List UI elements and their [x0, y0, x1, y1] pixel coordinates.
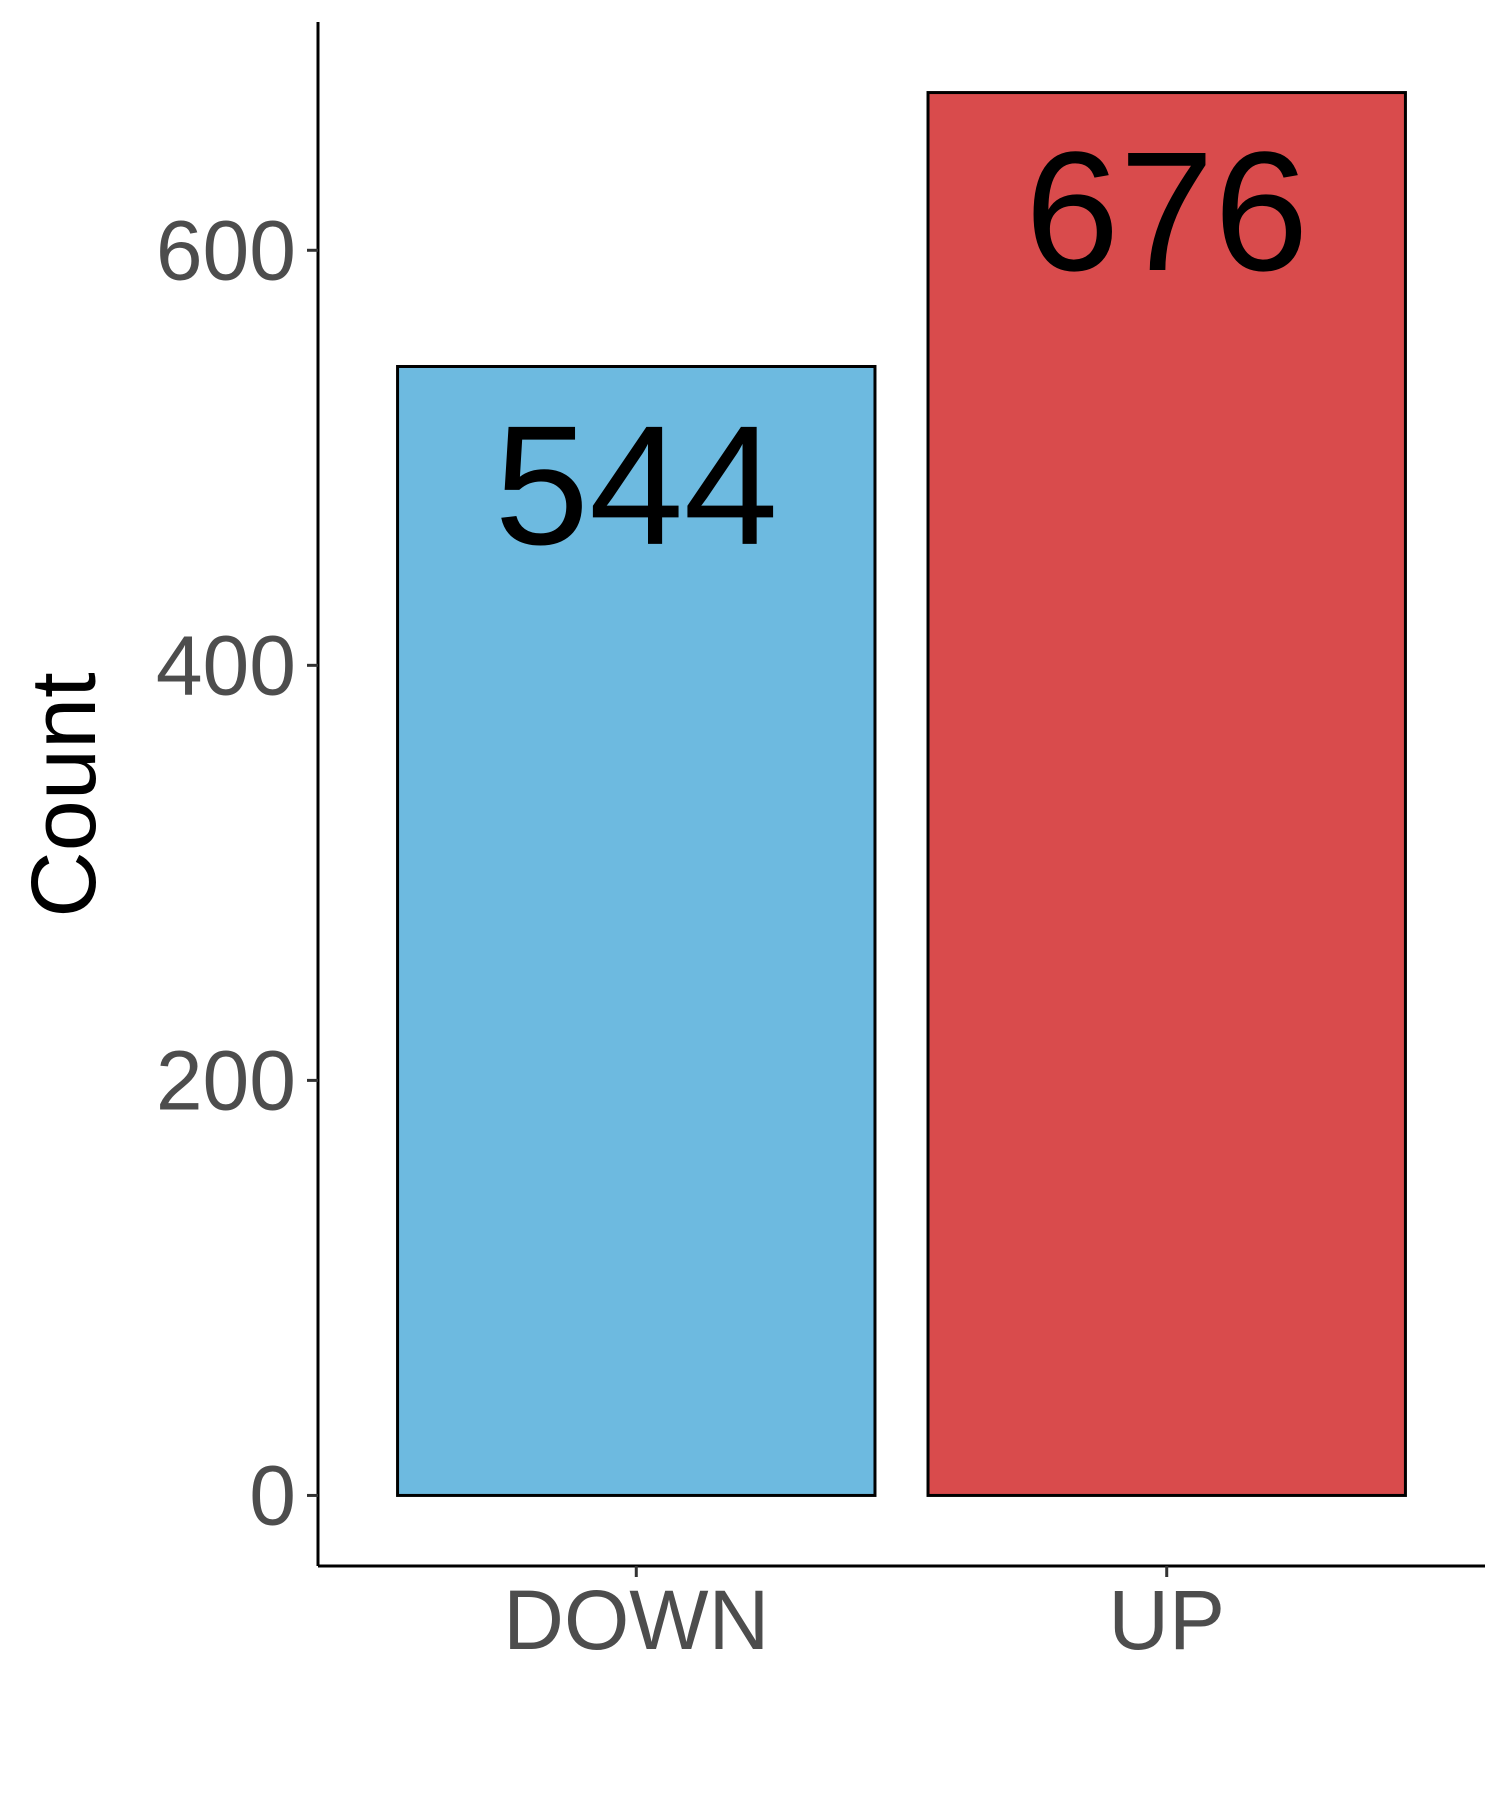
y-axis-title: Count	[13, 672, 115, 918]
bar-value-label-up: 676	[1025, 117, 1309, 307]
axes-layer: 0 200 400 600 DOWN UP	[156, 22, 1485, 1667]
y-tick-label: 600	[156, 203, 296, 297]
bar-down	[396, 364, 877, 1497]
bar-value-label-down: 544	[494, 391, 778, 581]
y-tick-label: 200	[156, 1033, 296, 1127]
x-tick-label: DOWN	[503, 1573, 769, 1667]
y-tick-label: 0	[249, 1448, 296, 1542]
bar-labels-layer: 544 676	[494, 117, 1308, 581]
y-tick-label: 400	[156, 618, 296, 712]
bars-layer	[396, 91, 1407, 1497]
bar-up	[926, 91, 1407, 1497]
x-tick-label: UP	[1108, 1573, 1225, 1667]
